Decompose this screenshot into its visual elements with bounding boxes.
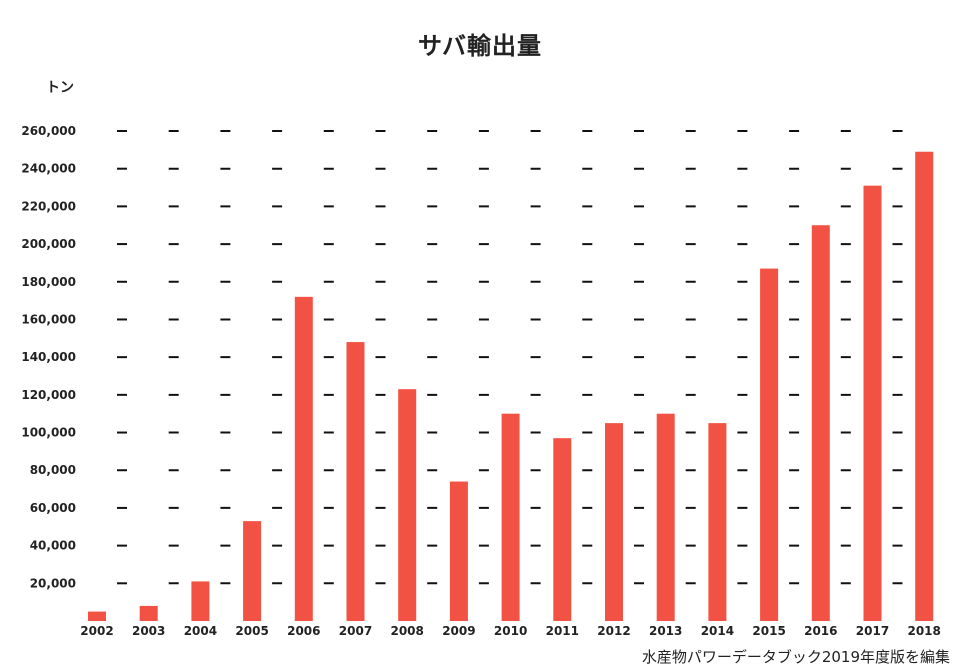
x-tick-label: 2018: [907, 624, 940, 638]
x-tick-label: 2009: [442, 624, 475, 638]
bar-2017: [863, 185, 882, 621]
x-tick-label: 2013: [649, 624, 682, 638]
bar-2015: [760, 268, 779, 621]
bar-2016: [811, 225, 830, 621]
bar-2010: [501, 413, 520, 621]
bar-2013: [656, 413, 675, 621]
x-tick-label: 2004: [184, 624, 217, 638]
y-tick-label: 200,000: [21, 237, 76, 251]
x-tick-label: 2015: [752, 624, 785, 638]
x-tick-label: 2006: [287, 624, 320, 638]
bar-2011: [553, 438, 572, 621]
x-tick-label: 2016: [804, 624, 837, 638]
x-tick-label: 2005: [235, 624, 268, 638]
y-tick-label: 240,000: [21, 162, 76, 176]
x-tick-label: 2011: [546, 624, 579, 638]
bar-2006: [294, 296, 313, 621]
chart-title: サバ輸出量: [417, 32, 543, 60]
bar-2003: [139, 605, 158, 621]
bar-2018: [915, 151, 934, 621]
bar-2009: [449, 481, 468, 621]
bar-2004: [191, 581, 210, 621]
bar-2007: [346, 342, 365, 621]
x-tick-label: 2002: [80, 624, 113, 638]
x-tick-label: 2014: [701, 624, 734, 638]
y-tick-label: 220,000: [21, 199, 76, 213]
x-tick-label: 2010: [494, 624, 527, 638]
source-note: 水産物パワーデータブック2019年度版を編集: [641, 648, 950, 666]
y-tick-label: 140,000: [21, 350, 76, 364]
x-tick-label: 2007: [339, 624, 372, 638]
y-tick-label: 60,000: [30, 501, 76, 515]
y-axis-unit-label: トン: [46, 80, 74, 96]
bar-2002: [88, 611, 106, 621]
y-tick-label: 20,000: [30, 576, 76, 590]
bar-2005: [243, 521, 262, 621]
y-tick-label: 40,000: [30, 539, 76, 553]
x-tick-label: 2008: [390, 624, 423, 638]
x-tick-label: 2003: [132, 624, 165, 638]
x-tick-label: 2017: [856, 624, 889, 638]
bar-2014: [708, 423, 727, 621]
bar-2012: [605, 423, 623, 621]
y-tick-label: 80,000: [30, 463, 76, 477]
y-tick-label: 160,000: [21, 312, 76, 326]
y-tick-label: 100,000: [21, 426, 76, 440]
bar-2008: [398, 389, 417, 621]
y-tick-label: 120,000: [21, 388, 76, 402]
x-tick-label: 2012: [597, 624, 630, 638]
y-tick-label: 180,000: [21, 275, 76, 289]
y-tick-label: 260,000: [21, 124, 76, 138]
